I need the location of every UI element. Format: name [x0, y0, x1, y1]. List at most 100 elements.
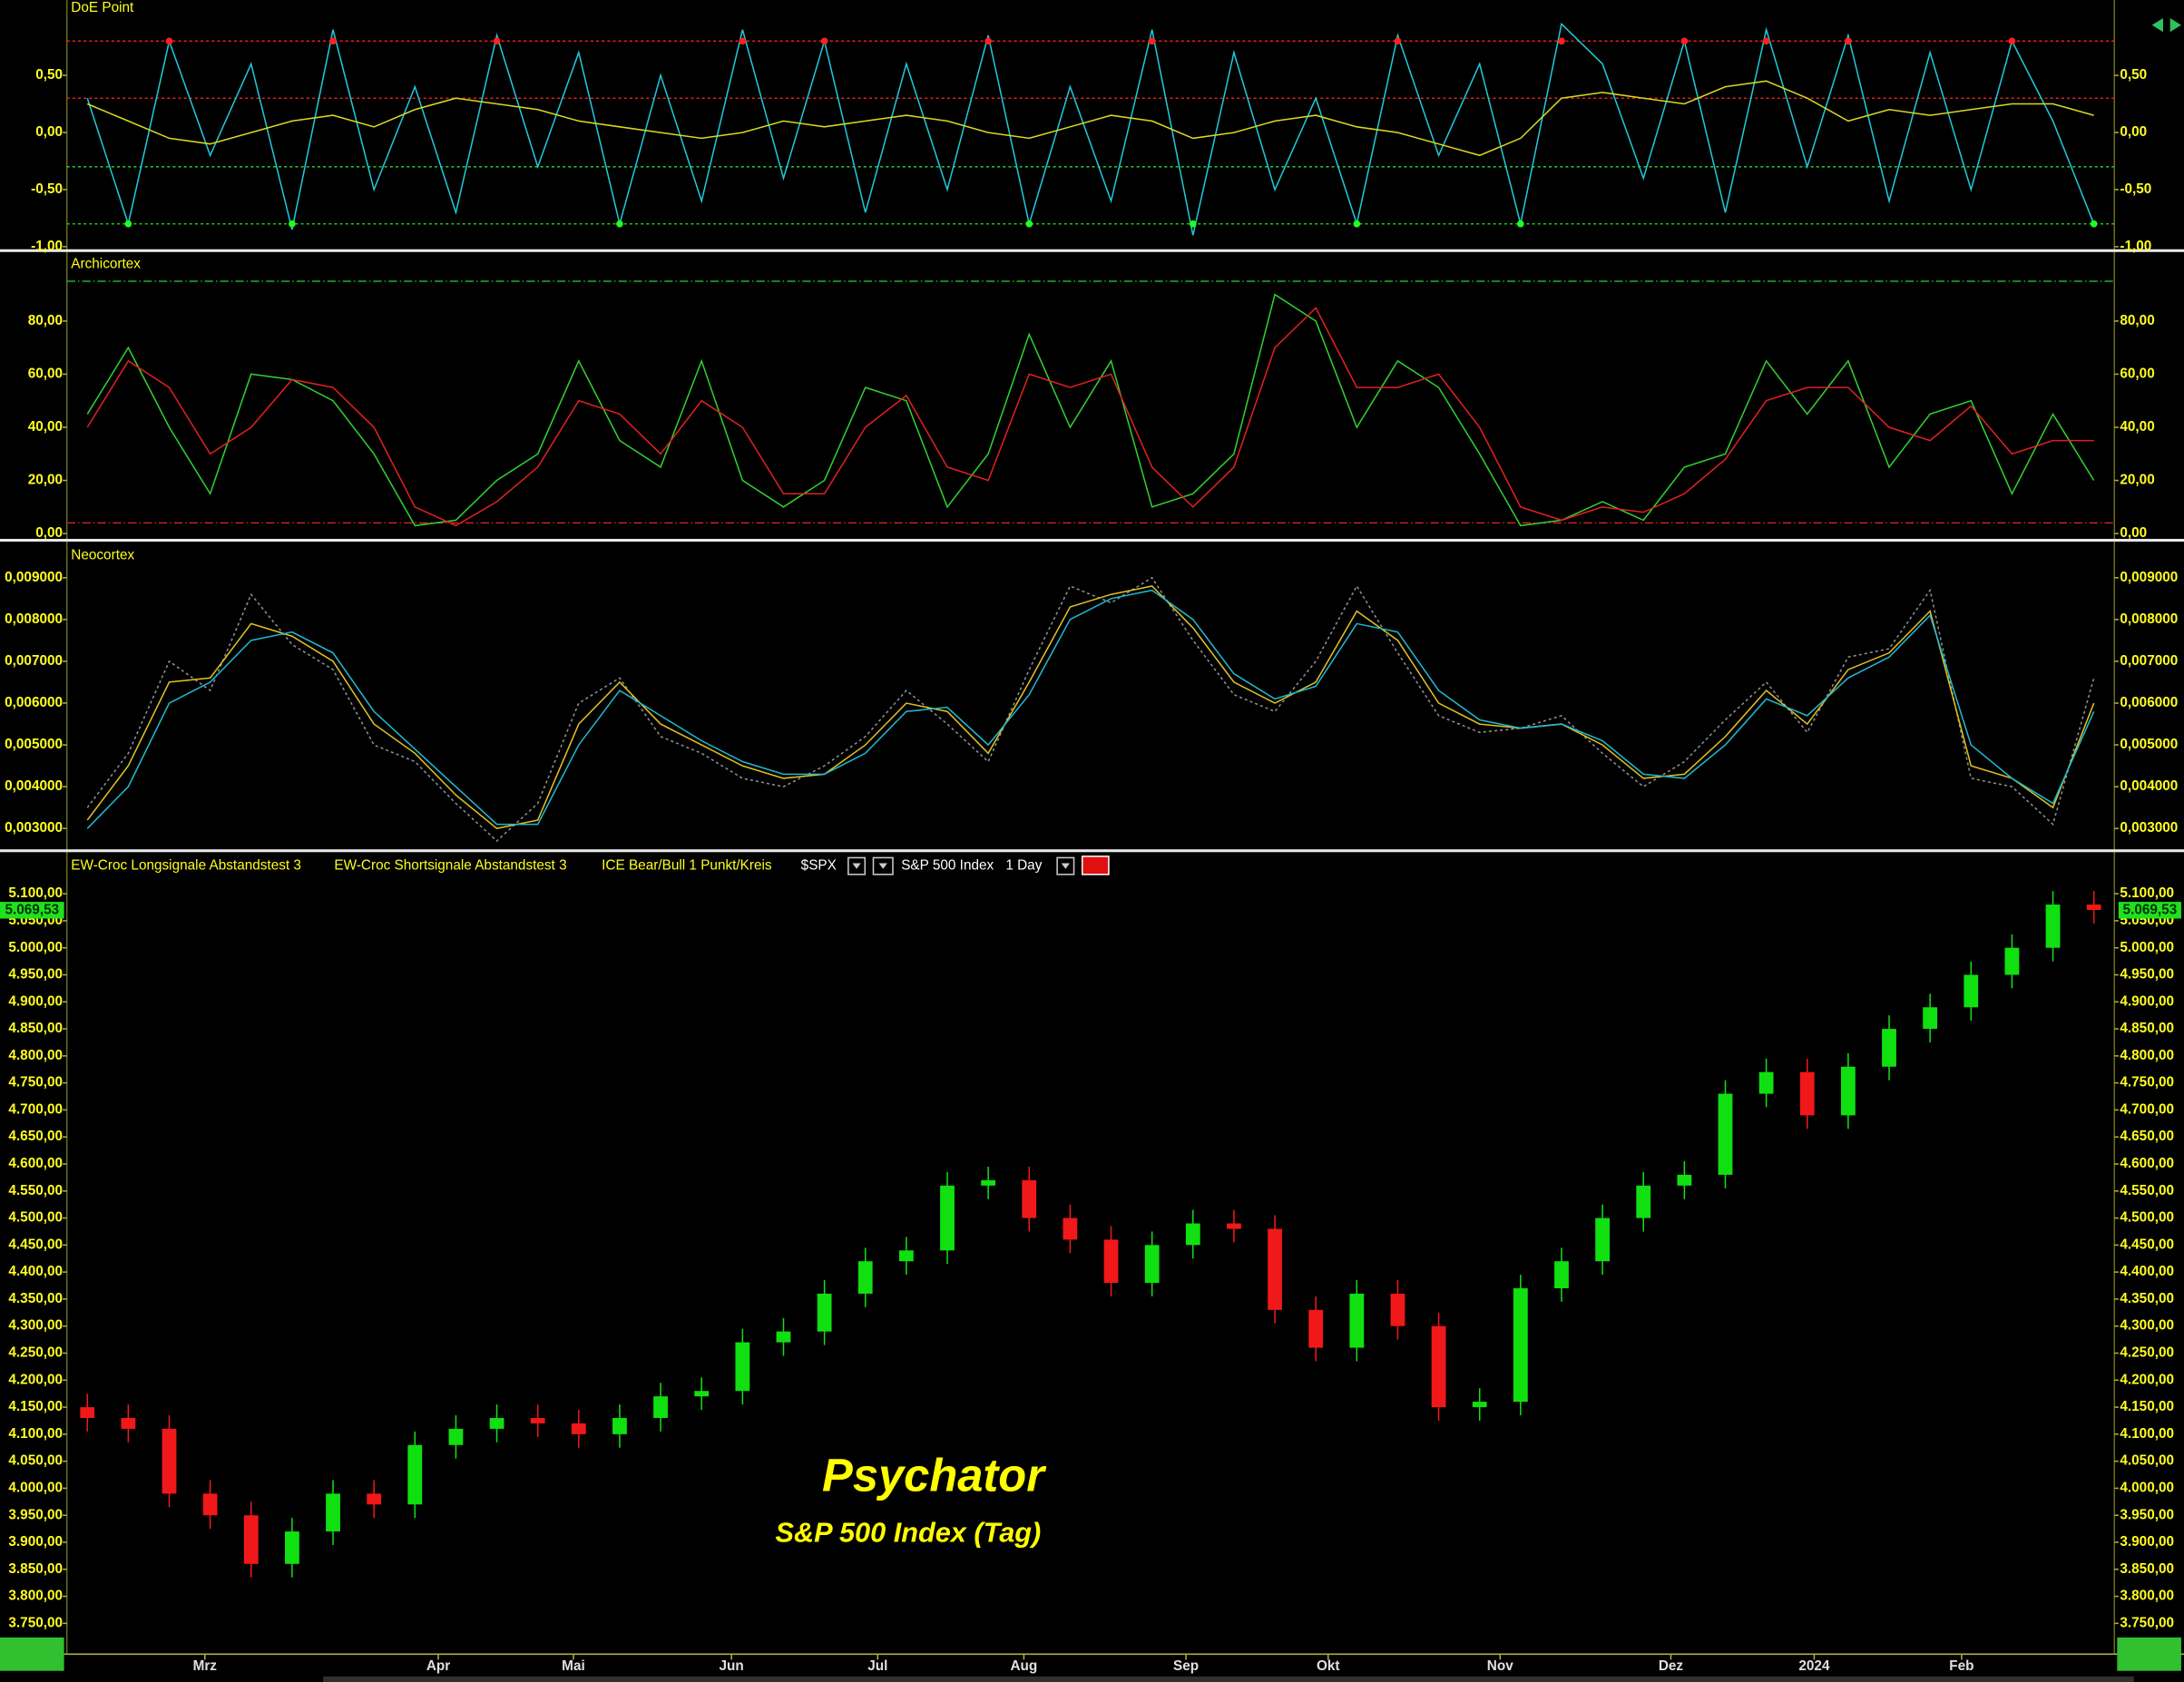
candle-body	[1513, 1288, 1528, 1403]
scrollbar[interactable]	[323, 1676, 2134, 1682]
y-tick-label: 3.800,00	[8, 1589, 63, 1604]
candle-body	[857, 1261, 873, 1294]
candle-body	[367, 1493, 382, 1505]
y-tick-label: 4.350,00	[2120, 1291, 2174, 1306]
y-tick-label: 0,003000	[2120, 820, 2178, 836]
watermark: Psychator	[822, 1449, 1046, 1501]
signal-dot	[329, 37, 337, 45]
y-tick-label: 4.450,00	[8, 1237, 63, 1252]
y-tick-label: 4.200,00	[2120, 1372, 2174, 1387]
y-tick-label: 0,00	[2120, 525, 2147, 541]
candle-body	[1758, 1071, 1774, 1094]
signal-dot	[739, 37, 747, 45]
candle-body	[80, 1407, 95, 1418]
candle-body	[530, 1417, 545, 1423]
y-tick-label: 4.300,00	[2120, 1318, 2174, 1334]
y-tick-label: 4.600,00	[8, 1156, 63, 1171]
candle-body	[817, 1293, 832, 1332]
y-tick-label: 4.200,00	[8, 1372, 63, 1387]
y-tick-label: 0,50	[2120, 67, 2147, 83]
candle-body	[1472, 1402, 1487, 1408]
candle-body	[1799, 1071, 1815, 1116]
symbol: $SPX	[801, 858, 837, 874]
signal-dot	[1148, 37, 1156, 45]
candle-body	[612, 1417, 627, 1434]
candle-body	[653, 1396, 668, 1418]
y-tick-label: 4.950,00	[8, 967, 63, 983]
record-button[interactable]	[1081, 856, 1110, 875]
y-tick-label: 4.250,00	[8, 1345, 63, 1361]
y-tick-label: 0,004000	[5, 778, 63, 794]
y-tick-label: 80,00	[2120, 313, 2154, 328]
candle-body	[776, 1331, 791, 1343]
y-tick-label: -0,50	[31, 181, 63, 197]
candle-body	[489, 1417, 504, 1429]
y-tick-label: 40,00	[2120, 419, 2154, 435]
y-tick-label: 0,007000	[5, 653, 63, 669]
candle-body	[1227, 1223, 1241, 1229]
y-tick-label: 4.800,00	[2120, 1048, 2174, 1063]
candle-body	[1595, 1217, 1611, 1262]
y-tick-label: 4.700,00	[8, 1101, 63, 1117]
candle-body	[121, 1417, 136, 1429]
signal-dot	[1517, 220, 1524, 228]
panel-title: Archicortex	[71, 257, 141, 272]
candle-body	[1964, 974, 1979, 1008]
y-tick-label: 3.750,00	[2120, 1615, 2174, 1630]
candle-body	[1677, 1174, 1692, 1186]
y-tick-label: 20,00	[28, 473, 63, 488]
y-tick-label: 4.850,00	[2120, 1021, 2174, 1036]
signal-dot	[124, 220, 132, 228]
interval: 1 Day	[1005, 858, 1042, 874]
candle-body	[1185, 1223, 1200, 1246]
y-tick-label: 4.150,00	[2120, 1399, 2174, 1414]
x-tick-label: Okt	[1317, 1658, 1340, 1674]
y-tick-label: 4.100,00	[8, 1426, 63, 1442]
y-tick-label: 4.850,00	[8, 1021, 63, 1036]
candle-body	[1431, 1325, 1446, 1408]
series-line	[86, 80, 2094, 157]
nav-arrows[interactable]	[2151, 17, 2181, 33]
candle-body	[202, 1493, 218, 1516]
candle-body	[1554, 1261, 1569, 1289]
signal-dot	[1189, 220, 1197, 228]
candle-body	[326, 1493, 340, 1532]
y-tick-label: 4.900,00	[8, 993, 63, 1009]
candle-body	[1882, 1029, 1896, 1067]
y-tick-label: 4.700,00	[2120, 1101, 2174, 1117]
signal-dot	[820, 37, 828, 45]
candle-body	[694, 1391, 710, 1397]
candle-body	[1923, 1007, 1938, 1030]
candle-body	[2086, 905, 2101, 911]
y-tick-label: 5.100,00	[2120, 885, 2174, 901]
y-tick-label: 4.350,00	[8, 1291, 63, 1306]
signal-dot	[1680, 37, 1689, 45]
signal-dot	[2090, 220, 2098, 228]
x-tick-label: Apr	[426, 1658, 450, 1674]
y-tick-label: 0,00	[2120, 124, 2147, 140]
y-tick-label: 60,00	[2120, 367, 2154, 382]
y-tick-label: 0,006000	[5, 695, 63, 710]
indicator-label: ICE Bear/Bull 1 Punkt/Kreis	[602, 858, 772, 874]
last-price-label: 5.069,53	[5, 902, 59, 917]
watermark-subtitle: S&P 500 Index (Tag)	[775, 1516, 1041, 1548]
candle-body	[940, 1185, 955, 1251]
candle-body	[1308, 1309, 1324, 1348]
candle-body	[1022, 1179, 1037, 1218]
candle-body	[1840, 1066, 1856, 1116]
signal-dot	[1394, 37, 1402, 45]
y-tick-label: 3.950,00	[8, 1507, 63, 1522]
candle-body	[1268, 1228, 1282, 1310]
signal-dot	[616, 220, 623, 228]
y-tick-label: 0,005000	[2120, 737, 2178, 752]
instrument-name: S&P 500 Index	[901, 858, 994, 874]
x-tick-label: Sep	[1173, 1658, 1199, 1674]
x-tick-label: Mrz	[193, 1658, 218, 1674]
y-tick-label: 20,00	[2120, 473, 2154, 488]
y-tick-label: 4.150,00	[8, 1399, 63, 1414]
y-tick-label: 0,50	[35, 67, 63, 83]
dropdown-arrow	[1061, 863, 1070, 869]
candle-body	[1390, 1293, 1405, 1326]
